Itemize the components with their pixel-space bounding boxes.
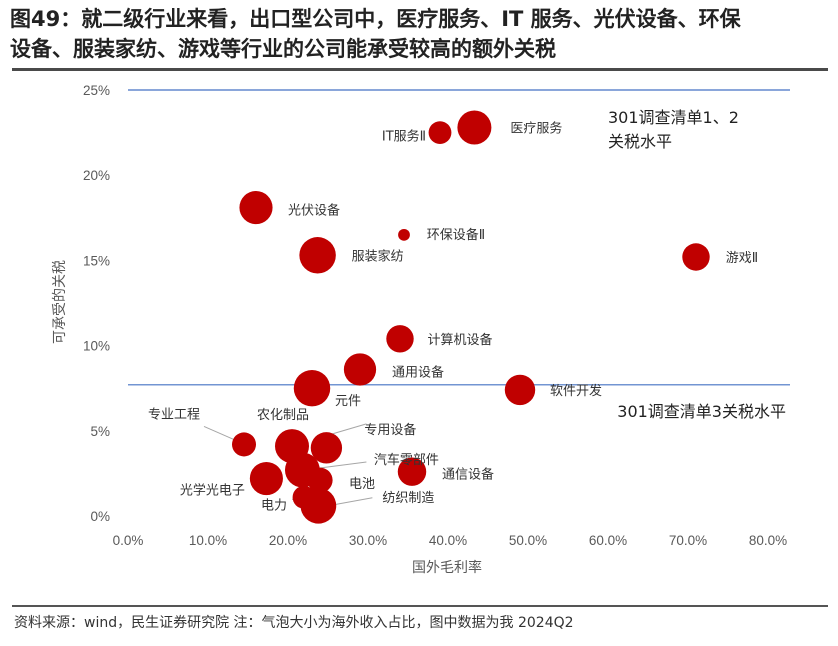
x-tick-label: 60.0%	[589, 533, 627, 548]
point-label: 电力	[261, 498, 287, 513]
bubble	[397, 457, 427, 486]
x-tick-label: 70.0%	[669, 533, 707, 548]
bubble	[398, 228, 410, 241]
x-tick-label: 0.0%	[113, 533, 144, 548]
bubble	[239, 191, 273, 225]
bubble	[300, 487, 337, 524]
bubble	[293, 369, 331, 407]
point-label: 光学光电子	[180, 483, 245, 499]
y-tick-labels: 0% 5% 10% 15% 20% 25%	[83, 83, 110, 524]
x-tick-labels: 0.0% 10.0% 20.0% 30.0% 40.0% 50.0% 60.0% 70.0% 8…	[113, 533, 788, 548]
y-tick-label: 15%	[83, 253, 110, 268]
reference-lines: 301调查清单1、2 关税水平 301调查清单3关税水平	[128, 89, 790, 421]
bubble	[299, 237, 336, 274]
bubble	[386, 325, 414, 353]
bubble	[428, 121, 452, 145]
y-axis-title: 可承受的关税	[52, 260, 68, 344]
bubble	[249, 461, 283, 496]
point-label: 通信设备	[442, 467, 494, 483]
bubble	[307, 467, 333, 493]
point-label: 电池	[349, 477, 375, 492]
reference-line-note-line: 关税水平	[608, 132, 672, 151]
x-tick-label: 30.0%	[349, 533, 387, 548]
x-tick-label: 10.0%	[189, 533, 227, 548]
x-tick-label: 50.0%	[509, 533, 547, 548]
point-label: 农化制品	[257, 408, 309, 423]
x-tick-label: 80.0%	[749, 533, 787, 548]
bubble	[343, 353, 377, 386]
y-tick-label: 20%	[83, 168, 110, 183]
footer-rule	[12, 605, 828, 607]
x-tick-label: 20.0%	[269, 533, 307, 548]
reference-line-note-line: 301调查清单1、2	[608, 108, 739, 127]
bubble	[682, 243, 710, 271]
bubbles	[231, 110, 710, 524]
point-label: 汽车零部件	[374, 452, 439, 468]
x-tick-label: 40.0%	[429, 533, 467, 548]
point-label: 元件	[335, 394, 361, 409]
title-rule	[12, 68, 828, 71]
point-label: 服装家纺	[352, 248, 404, 264]
point-label: 光伏设备	[288, 203, 340, 219]
y-tick-label: 10%	[83, 339, 110, 354]
y-tick-label: 0%	[90, 509, 110, 524]
point-label: 环保设备Ⅱ	[427, 227, 485, 243]
point-label: 游戏Ⅱ	[726, 251, 758, 266]
bubble	[504, 374, 536, 406]
point-label: 专业工程	[148, 407, 200, 422]
y-tick-label: 5%	[90, 424, 110, 439]
reference-line-note-line: 301调查清单3关税水平	[617, 402, 786, 421]
leader-line	[332, 423, 367, 435]
figure-title: 图49：就二级行业来看，出口型公司中，医疗服务、IT 服务、光伏设备、环保 设备…	[10, 7, 741, 61]
point-label: 软件开发	[550, 383, 602, 399]
point-label: 纺织制造	[382, 491, 434, 506]
bubble	[310, 432, 343, 464]
source-note: 资料来源：wind，民生证券研究院 注：气泡大小为海外收入占比，图中数据为我 2…	[14, 615, 574, 631]
reference-line-note: 301调查清单3关税水平	[617, 402, 786, 421]
point-label: 通用设备	[392, 364, 444, 380]
bubble	[457, 110, 492, 145]
point-label: 专用设备	[364, 422, 416, 438]
y-tick-label: 25%	[83, 83, 110, 98]
x-axis-title: 国外毛利率	[412, 559, 482, 576]
bubble	[231, 432, 257, 457]
point-label: 计算机设备	[427, 332, 492, 348]
reference-line-note: 301调查清单1、2 关税水平	[608, 108, 739, 151]
point-label: IT服务Ⅱ	[382, 129, 426, 145]
point-label: 医疗服务	[510, 120, 562, 136]
leader-line	[203, 425, 237, 441]
